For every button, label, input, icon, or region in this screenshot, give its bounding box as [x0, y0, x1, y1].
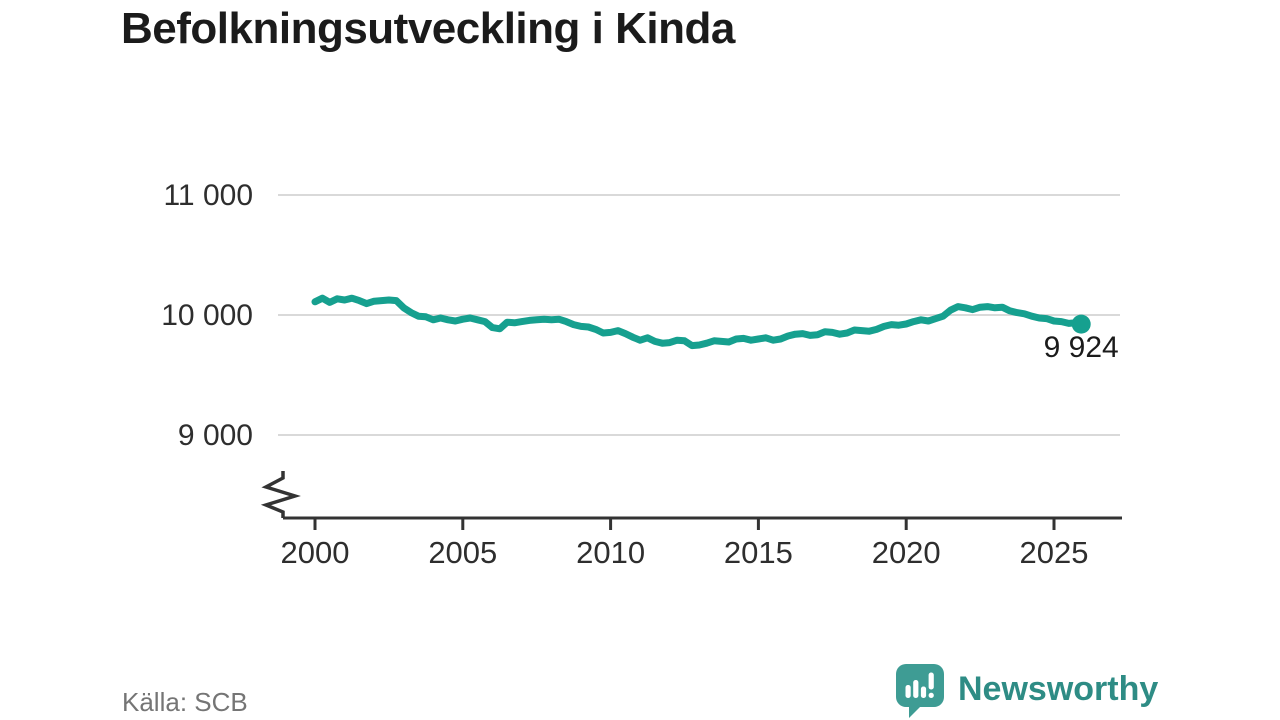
x-tick-label: 2015	[724, 535, 793, 570]
x-tick-label: 2025	[1020, 535, 1089, 570]
axis-break-icon	[260, 471, 301, 518]
x-tick-label: 2010	[576, 535, 645, 570]
logo-exclamation-icon	[928, 672, 934, 690]
x-tick-label: 2020	[872, 535, 941, 570]
gridlines	[278, 194, 1120, 436]
logo-bar-icon	[905, 685, 911, 698]
y-tick-label: 9 000	[178, 419, 253, 452]
source-label: Källa: SCB	[122, 687, 248, 717]
x-axis-ticks	[313, 518, 1056, 530]
end-value-label: 9 924	[1044, 331, 1119, 364]
population-line	[311, 294, 1085, 350]
x-axis-labels: 2000 2005 2010 2015 2020 2025	[281, 535, 1089, 570]
brand-name: Newsworthy	[958, 670, 1159, 708]
newsworthy-logo-icon	[896, 664, 944, 718]
y-axis-labels: 11 000 10 000 9 000	[161, 179, 253, 452]
series-group	[311, 294, 1091, 350]
end-point-marker	[1071, 314, 1091, 334]
x-tick-label: 2000	[281, 535, 350, 570]
logo-exclamation-dot-icon	[928, 692, 934, 698]
x-tick-label: 2005	[428, 535, 497, 570]
page-title: Befolkningsutveckling i Kinda	[121, 4, 735, 53]
logo-bar-icon	[920, 686, 927, 698]
newsworthy-logo[interactable]: Newsworthy	[895, 663, 1158, 719]
logo-bar-icon	[913, 680, 919, 698]
y-tick-label: 11 000	[163, 179, 253, 212]
y-tick-label: 10 000	[161, 299, 253, 332]
